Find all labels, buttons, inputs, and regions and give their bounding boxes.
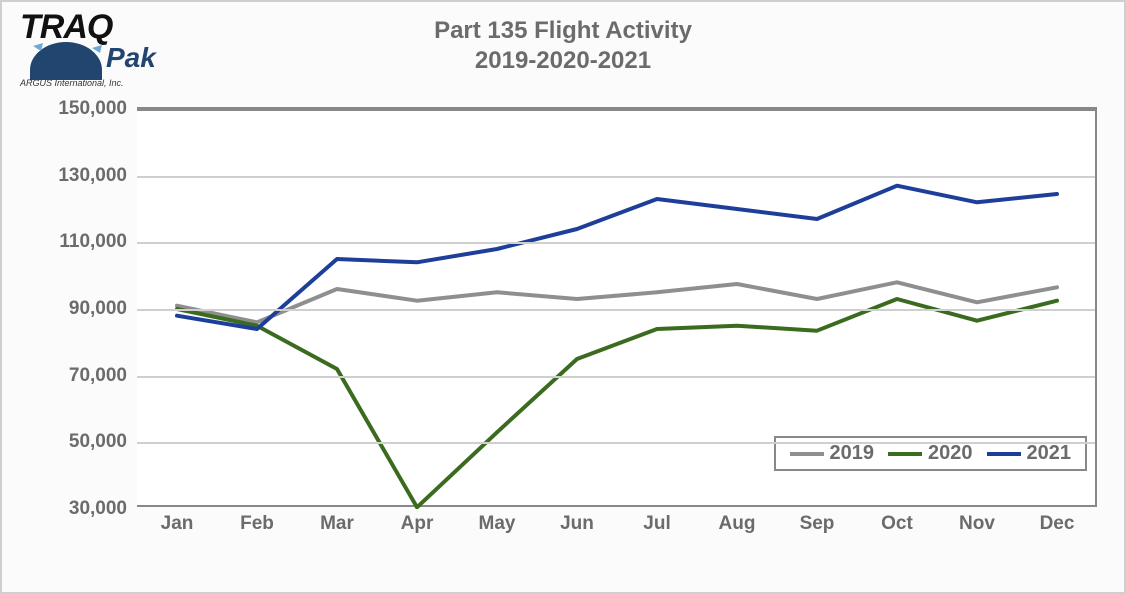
x-tick-label: Jun [560, 513, 594, 535]
x-tick-label: Oct [881, 513, 913, 535]
x-tick-label: Apr [401, 513, 434, 535]
legend-swatch [888, 452, 922, 456]
y-tick-label: 50,000 [69, 431, 127, 453]
y-tick-label: 30,000 [69, 498, 127, 520]
chart-title: Part 135 Flight Activity 2019-2020-2021 [2, 16, 1124, 76]
logo-subtitle: ARGUS International, Inc. [20, 78, 124, 88]
x-tick-label: Jan [161, 513, 194, 535]
y-tick-label: 110,000 [59, 231, 127, 253]
y-tick-label: 150,000 [58, 98, 127, 120]
gridline [137, 309, 1095, 311]
x-tick-label: Mar [320, 513, 354, 535]
y-tick-label: 90,000 [69, 298, 127, 320]
plot-area: 201920202021 30,00050,00070,00090,000110… [137, 107, 1097, 507]
legend-label: 2021 [1027, 442, 1072, 465]
plot-region: 2019 2020 2021 30,000 50,000 70,000 90,000 110… [42, 97, 1102, 567]
title-line1: Part 135 Flight Activity [2, 16, 1124, 46]
legend-swatch [790, 452, 824, 456]
x-tick-label: Sep [800, 513, 835, 535]
y-tick-label: 70,000 [69, 365, 127, 387]
legend-label: 2019 [830, 442, 875, 465]
y-tick-label: 130,000 [58, 165, 127, 187]
gridline [137, 176, 1095, 178]
x-tick-label: Jul [643, 513, 670, 535]
gridline [137, 442, 1095, 444]
series-line-2019 [177, 282, 1057, 322]
gridline [137, 376, 1095, 378]
legend-item-2019: 2019 [790, 442, 875, 465]
legend-item-2020: 2020 [888, 442, 973, 465]
series-line-2020 [177, 299, 1057, 507]
legend-item-2021: 2021 [987, 442, 1072, 465]
legend-swatch [987, 452, 1021, 456]
x-tick-label: Aug [719, 513, 756, 535]
title-line2: 2019-2020-2021 [2, 46, 1124, 76]
x-tick-label: Nov [959, 513, 995, 535]
gridline [137, 109, 1095, 111]
gridline [137, 242, 1095, 244]
x-tick-label: Feb [240, 513, 274, 535]
legend: 2019 2020 2021 [774, 436, 1088, 471]
legend-label: 2020 [928, 442, 973, 465]
x-tick-label: May [479, 513, 516, 535]
chart-container: TRAQ Pak ARGUS International, Inc. Part … [0, 0, 1126, 594]
x-tick-label: Dec [1040, 513, 1075, 535]
